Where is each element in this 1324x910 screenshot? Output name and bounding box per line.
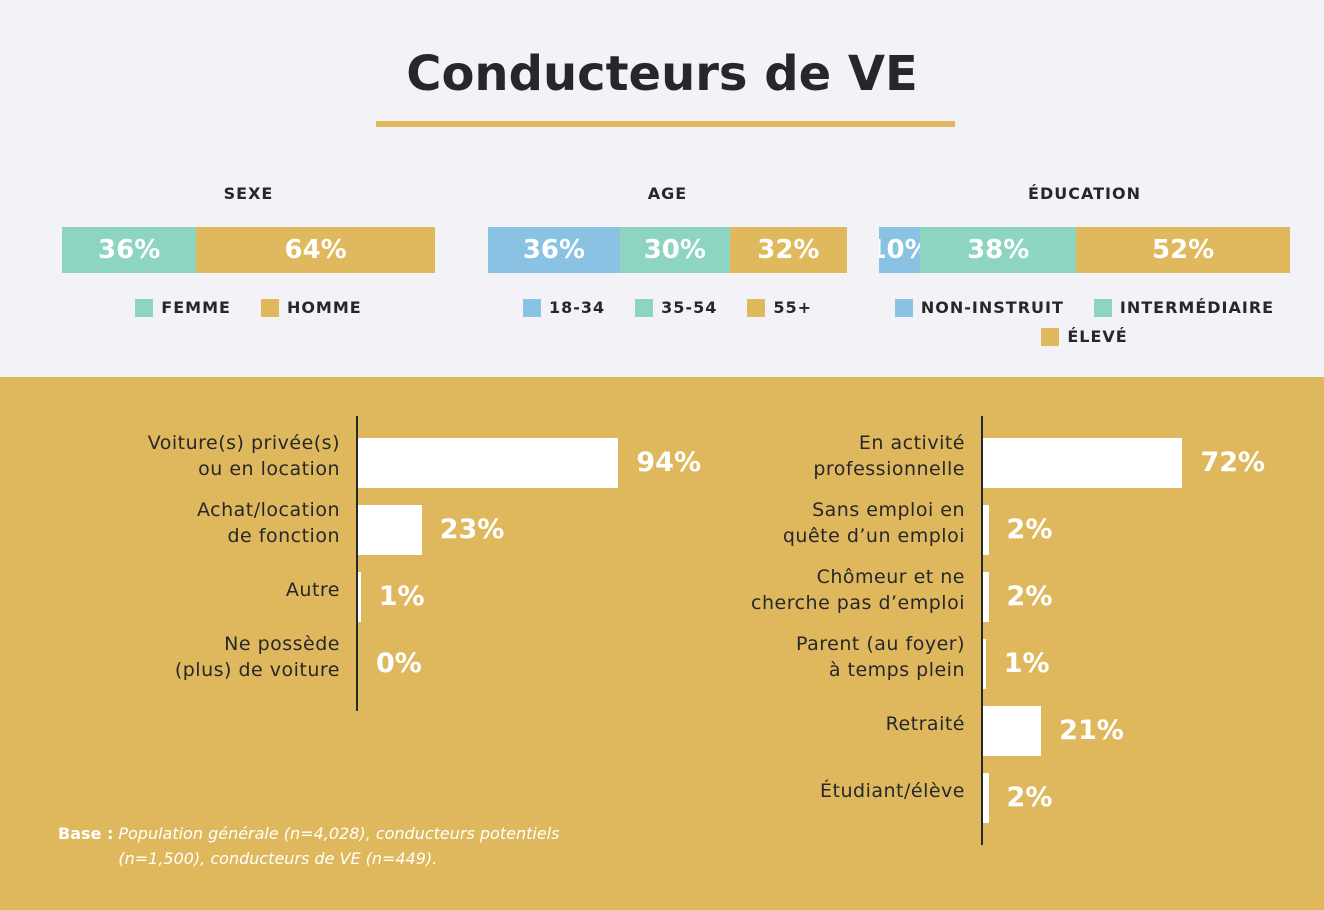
chart-title: SEXE	[223, 184, 274, 203]
value-label: 23%	[439, 514, 505, 545]
title-underline	[376, 121, 955, 127]
category-label: En activité professionnelle	[813, 431, 965, 480]
bar-row: Parent (au foyer) à temps plein 1%	[625, 631, 1324, 698]
age-chart: AGE 36% 30% 32% 18-34 35-54 55+	[488, 184, 847, 317]
legend-item: 18-34	[522, 298, 606, 317]
bar	[983, 706, 1042, 756]
chart-title: ÉDUCATION	[1028, 184, 1141, 203]
legend-swatch	[260, 298, 279, 317]
legend-swatch	[1041, 327, 1060, 346]
bar	[983, 438, 1183, 488]
bar	[983, 639, 986, 689]
bar-row: Ne possède (plus) de voiture 0%	[0, 631, 700, 698]
bar	[983, 505, 989, 555]
legend-label: 18-34	[548, 298, 606, 317]
bar	[358, 505, 422, 555]
value-label: 21%	[1059, 715, 1124, 746]
legend: FEMME HOMME	[62, 298, 435, 317]
bar-row: Étudiant/élève 2%	[625, 765, 1324, 832]
legend-item: FEMME	[135, 298, 231, 317]
value-label: 10%	[879, 235, 920, 265]
value-label: 38%	[967, 235, 1030, 265]
bar-row: Chômeur et ne cherche pas d’emploi 2%	[625, 564, 1324, 631]
category-label: Sans emploi en quête d’un emploi	[782, 498, 965, 547]
legend-label: 55+	[773, 298, 812, 317]
bar-segment: 52%	[1076, 227, 1290, 273]
value-label: 52%	[1152, 235, 1215, 265]
legend-swatch	[635, 298, 654, 317]
axis-line	[356, 416, 358, 711]
legend-item: 55+	[747, 298, 812, 317]
value-label: 1%	[1003, 648, 1050, 679]
legend-swatch	[135, 298, 154, 317]
value-label: 32%	[757, 235, 820, 265]
bar-segment: 36%	[62, 227, 197, 273]
bar-segment: 30%	[619, 227, 730, 273]
legend-item: NON-INSTRUIT	[894, 298, 1064, 317]
legend-label: NON-INSTRUIT	[920, 298, 1064, 317]
category-label: Autre	[285, 578, 340, 601]
stacked-bar: 10% 38% 52%	[879, 227, 1290, 273]
legend-swatch	[894, 298, 913, 317]
legend-label: INTERMÉDIAIRE	[1119, 298, 1275, 317]
bar-segment: 38%	[920, 227, 1077, 273]
legend-swatch	[747, 298, 766, 317]
value-label: 1%	[378, 581, 425, 612]
legend-label: HOMME	[286, 298, 362, 317]
legend: 18-34 35-54 55+	[488, 298, 847, 317]
stacked-bar: 36% 64%	[62, 227, 435, 273]
legend: NON-INSTRUIT INTERMÉDIAIRE ÉLEVÉ	[879, 298, 1290, 346]
legend-swatch	[1093, 298, 1112, 317]
value-label: 36%	[98, 235, 161, 265]
bar	[983, 773, 989, 823]
bar	[358, 572, 361, 622]
bar-row: Retraité 21%	[625, 698, 1324, 765]
bar	[983, 572, 989, 622]
bar	[358, 438, 619, 488]
category-label: Retraité	[885, 712, 965, 735]
axis-line	[981, 416, 983, 845]
value-label: 72%	[1200, 447, 1266, 478]
legend-item: HOMME	[260, 298, 362, 317]
legend-item: ÉLEVÉ	[1041, 327, 1127, 346]
category-label: Chômeur et ne cherche pas d’emploi	[751, 565, 965, 614]
category-label: Voiture(s) privée(s) ou en location	[147, 431, 340, 480]
bar-row: Autre 1%	[0, 564, 700, 631]
bar-segment: 32%	[729, 227, 847, 273]
legend-item: 35-54	[635, 298, 717, 317]
footnote-text: Population générale (n=4,028), conducteu…	[118, 824, 560, 868]
legend-swatch	[522, 298, 541, 317]
bar-row: Achat/location de fonction 23%	[0, 497, 700, 564]
bar-segment: 10%	[879, 227, 921, 273]
page-title: Conducteurs de VE	[406, 46, 918, 102]
value-label: 2%	[1006, 514, 1053, 545]
stacked-bar: 36% 30% 32%	[488, 227, 847, 273]
education-chart: ÉDUCATION 10% 38% 52% NON-INSTRUIT INTERMÉDIA…	[879, 184, 1290, 346]
legend-label: FEMME	[161, 298, 231, 317]
category-label: Achat/location de fonction	[196, 498, 340, 547]
legend-item: INTERMÉDIAIRE	[1093, 298, 1275, 317]
chart-title: AGE	[647, 184, 688, 203]
value-label: 2%	[1006, 782, 1053, 813]
legend-label: ÉLEVÉ	[1067, 327, 1128, 346]
bar-segment: 64%	[196, 227, 435, 273]
value-label: 64%	[284, 235, 347, 265]
bar-row: Sans emploi en quête d’un emploi 2%	[625, 497, 1324, 564]
bar-row: En activité professionnelle 72%	[625, 430, 1324, 497]
bar-row: Voiture(s) privée(s) ou en location 94%	[0, 430, 702, 497]
category-label: Ne possède (plus) de voiture	[174, 632, 340, 681]
bar-segment: 36%	[488, 227, 620, 273]
legend-label: 35-54	[661, 298, 718, 317]
value-label: 94%	[636, 447, 702, 478]
value-label: 36%	[522, 235, 586, 265]
value-label: 2%	[1006, 581, 1053, 612]
footnote-label: Base :	[58, 824, 114, 843]
footnote: Base : Population générale (n=4,028), co…	[58, 821, 618, 871]
category-label: Parent (au foyer) à temps plein	[796, 632, 965, 681]
category-label: Étudiant/élève	[820, 779, 965, 802]
value-label: 30%	[643, 235, 706, 265]
sex-chart: SEXE 36% 64% FEMME HOMME	[62, 184, 435, 317]
value-label: 0%	[376, 648, 422, 679]
